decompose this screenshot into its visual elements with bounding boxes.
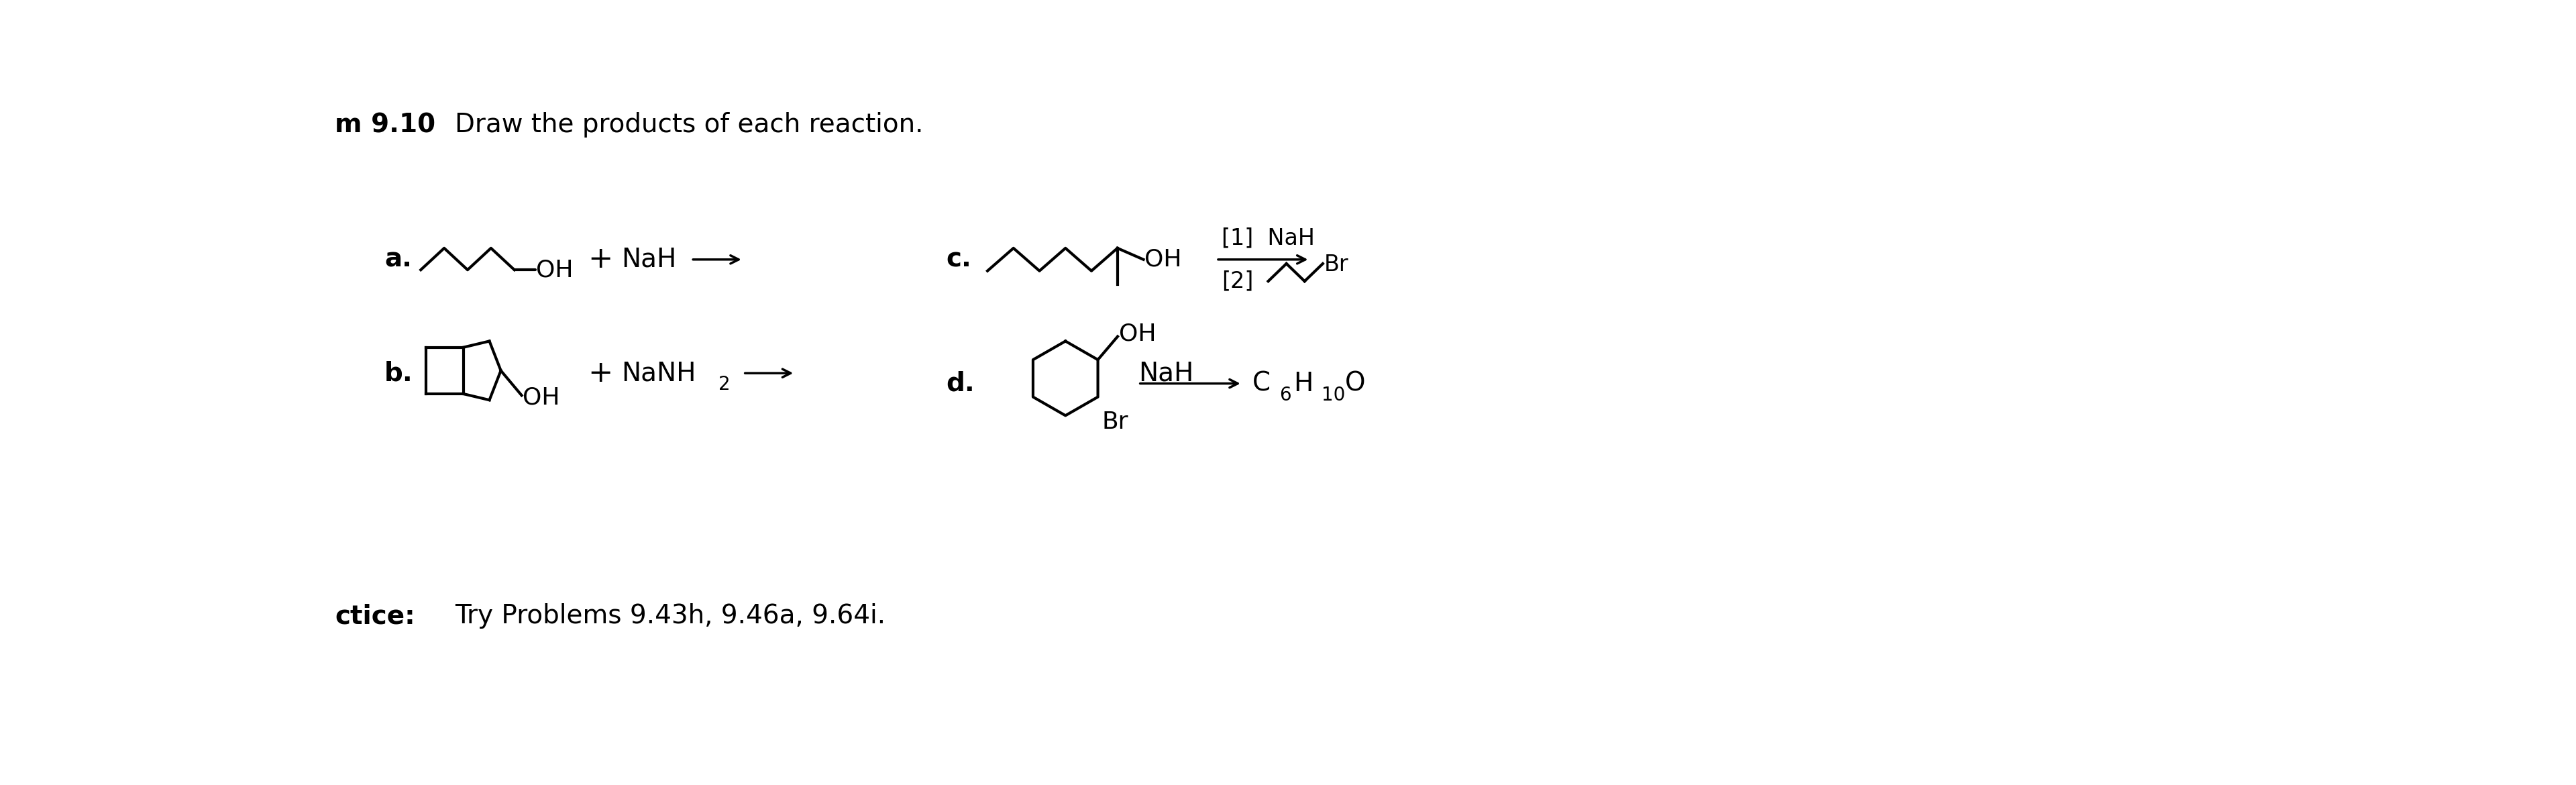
Text: OH: OH [523, 386, 559, 409]
Text: [2]: [2] [1221, 270, 1252, 292]
Text: a.: a. [384, 246, 412, 272]
Text: ctice:: ctice: [335, 603, 415, 629]
Text: OH: OH [536, 258, 574, 281]
Text: OH: OH [1118, 323, 1157, 345]
Text: NaNH: NaNH [621, 360, 696, 386]
Text: NaH: NaH [1139, 360, 1193, 386]
Text: b.: b. [384, 360, 412, 386]
Text: [1]  NaH: [1] NaH [1221, 227, 1314, 249]
Text: 10: 10 [1321, 385, 1345, 404]
Text: Draw the products of each reaction.: Draw the products of each reaction. [453, 112, 922, 138]
Text: +: + [587, 245, 613, 274]
Text: Br: Br [1324, 254, 1347, 276]
Text: c.: c. [945, 246, 971, 272]
Text: 6: 6 [1280, 385, 1291, 404]
Text: d.: d. [945, 371, 974, 396]
Text: 2: 2 [719, 375, 729, 394]
Text: Br: Br [1103, 411, 1128, 433]
Text: H: H [1293, 371, 1314, 396]
Text: NaH: NaH [621, 246, 675, 272]
Text: O: O [1345, 371, 1365, 396]
Text: C: C [1252, 371, 1270, 396]
Text: +: + [587, 359, 613, 388]
Text: Try Problems 9.43h, 9.46a, 9.64i.: Try Problems 9.43h, 9.46a, 9.64i. [453, 603, 886, 629]
Text: m 9.10: m 9.10 [335, 112, 435, 138]
Text: OH: OH [1144, 248, 1182, 271]
